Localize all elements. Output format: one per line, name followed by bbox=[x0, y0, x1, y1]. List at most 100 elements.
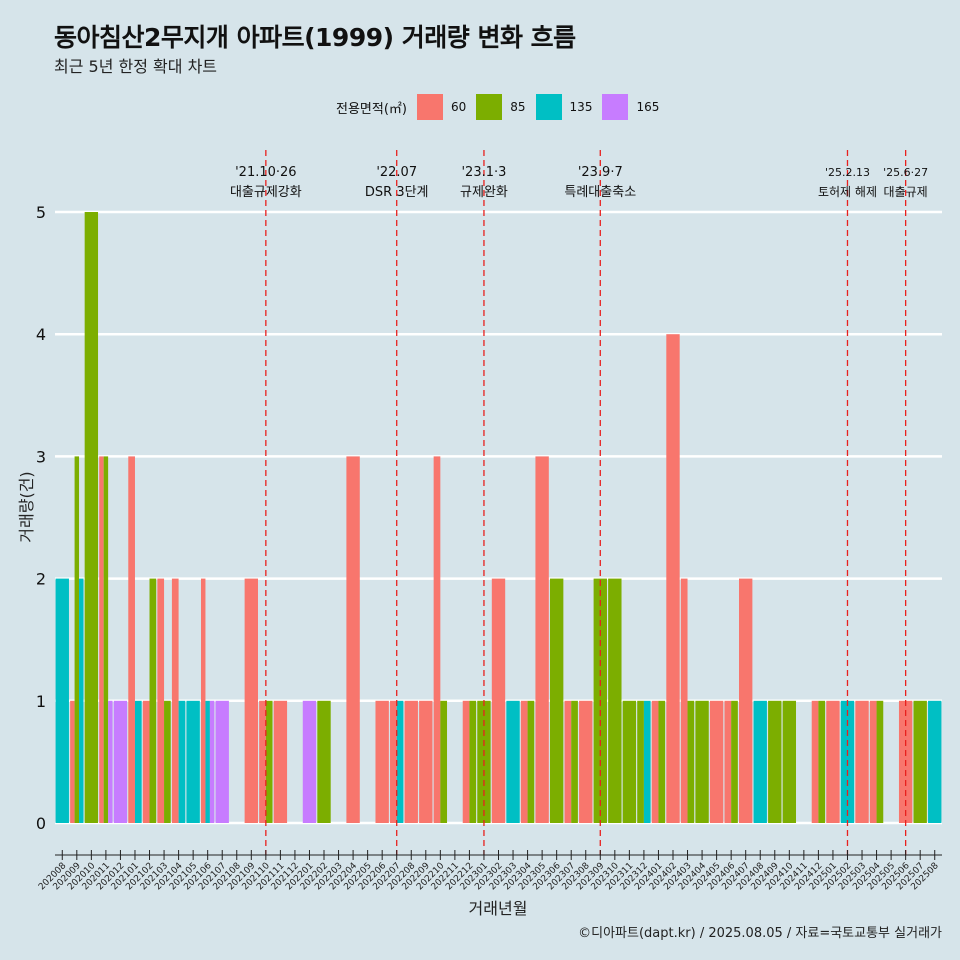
legend-swatch-60 bbox=[416, 94, 443, 120]
bar-202407-60 bbox=[739, 578, 753, 823]
bar-202311-85 bbox=[622, 700, 637, 823]
bar-202204-60 bbox=[346, 456, 360, 823]
bar-202104-60 bbox=[171, 578, 179, 823]
bar-202403-60 bbox=[680, 578, 688, 823]
bar-202210-60 bbox=[433, 456, 441, 823]
bar-202207-135 bbox=[396, 700, 404, 823]
event-date: '23.1·3 bbox=[461, 165, 506, 180]
bar-202201-165 bbox=[302, 700, 317, 823]
legend-label-60: 60 bbox=[450, 100, 467, 114]
bar-202312-135 bbox=[643, 700, 651, 823]
bar-202406-85 bbox=[731, 700, 738, 823]
bar-202305-60 bbox=[535, 456, 549, 823]
bar-202401-60 bbox=[651, 700, 659, 823]
legend: 전용면적(㎡) 60 85 135 165 bbox=[336, 92, 669, 122]
bar-202110-85 bbox=[265, 700, 273, 823]
event-label: 토허제 해제 bbox=[818, 185, 877, 199]
source-caption: ©디아파트(dapt.kr) / 2025.08.05 / 자료=국토교통부 실… bbox=[578, 926, 942, 941]
event-label: 특례대출축소 bbox=[564, 185, 636, 200]
bar-202208-60 bbox=[404, 700, 418, 823]
y-tick-label: 1 bbox=[36, 692, 46, 711]
bar-202402-60 bbox=[666, 334, 680, 823]
legend-label-85: 85 bbox=[510, 100, 526, 114]
bar-202304-60 bbox=[520, 700, 528, 823]
bar-202302-60 bbox=[491, 578, 506, 823]
x-axis: 2020082020092020102020112020122021012021… bbox=[37, 850, 942, 892]
bar-202503-60 bbox=[855, 700, 869, 823]
legend-swatch-165 bbox=[602, 94, 629, 120]
bar-202106-135 bbox=[205, 700, 210, 823]
event-annotations: '21.10·26 대출규제강화 '22.07 DSR 3단계 '23.1·3 규제완화 '… bbox=[230, 165, 928, 200]
bars bbox=[55, 212, 942, 823]
bar-202107-165 bbox=[215, 700, 229, 823]
chart-subtitle: 최근 5년 한정 확대 차트 bbox=[54, 57, 218, 76]
legend-item-135: 135 bbox=[535, 94, 593, 120]
bar-202501-60 bbox=[826, 700, 840, 823]
bar-202212-60 bbox=[462, 700, 470, 823]
bar-202508-135 bbox=[928, 700, 942, 823]
bar-202103-85 bbox=[164, 700, 171, 823]
bar-202312-85 bbox=[637, 700, 644, 823]
event-label: 대출규제 bbox=[884, 185, 928, 199]
bar-202206-60 bbox=[375, 700, 389, 823]
bar-202212-85 bbox=[469, 700, 477, 823]
bar-202011-165 bbox=[108, 700, 113, 823]
bar-202412-85 bbox=[818, 700, 826, 823]
bar-202405-60 bbox=[709, 700, 724, 823]
y-tick-label: 0 bbox=[36, 814, 46, 833]
bar-202106-165 bbox=[209, 700, 215, 823]
bar-202009-60 bbox=[70, 700, 75, 823]
bar-202304-85 bbox=[527, 700, 535, 823]
legend-label-135: 135 bbox=[569, 100, 593, 114]
bar-202207-60 bbox=[390, 700, 397, 823]
bar-202310-85 bbox=[608, 578, 622, 823]
bar-202307-85 bbox=[571, 700, 578, 823]
bar-202507-85 bbox=[913, 700, 927, 823]
legend-item-85: 85 bbox=[476, 94, 526, 120]
bar-202307-60 bbox=[564, 700, 572, 823]
y-tick-label: 2 bbox=[36, 570, 46, 589]
y-tick-label: 3 bbox=[36, 447, 46, 466]
bar-202111-60 bbox=[273, 700, 288, 823]
bar-202410-85 bbox=[782, 700, 797, 823]
bar-202010-85 bbox=[84, 212, 99, 823]
bar-202105-135 bbox=[186, 700, 200, 823]
bar-202209-60 bbox=[419, 700, 433, 823]
bar-202104-135 bbox=[178, 700, 186, 823]
legend-swatch-135 bbox=[535, 94, 562, 120]
bar-202210-85 bbox=[440, 700, 448, 823]
legend-swatch-85 bbox=[476, 94, 503, 120]
y-tick-label: 5 bbox=[36, 203, 46, 222]
bar-202011-85 bbox=[103, 456, 109, 823]
event-label: 규제완화 bbox=[460, 185, 508, 200]
y-axis-label: 거래량(건) bbox=[17, 471, 36, 542]
legend-item-165: 165 bbox=[602, 94, 659, 120]
bar-202202-85 bbox=[317, 700, 331, 823]
bar-202404-85 bbox=[695, 700, 709, 823]
bar-202306-85 bbox=[549, 578, 564, 823]
bar-202401-85 bbox=[658, 700, 666, 823]
event-date: '25.6·27 bbox=[883, 166, 928, 179]
bar-202009-85 bbox=[74, 456, 80, 823]
bar-202403-85 bbox=[687, 700, 695, 823]
bar-202102-60 bbox=[142, 700, 150, 823]
legend-label-165: 165 bbox=[636, 100, 660, 114]
bar-202110-60 bbox=[259, 700, 266, 823]
bar-202101-135 bbox=[134, 700, 142, 823]
bar-202409-85 bbox=[768, 700, 782, 823]
y-tick-label: 4 bbox=[36, 325, 46, 344]
bar-202412-60 bbox=[811, 700, 819, 823]
event-date: '21.10·26 bbox=[235, 165, 296, 180]
bar-202504-85 bbox=[876, 700, 884, 823]
event-date: '22.07 bbox=[376, 165, 417, 180]
event-label: 대출규제강화 bbox=[230, 185, 302, 200]
bar-202103-60 bbox=[157, 578, 165, 823]
event-date: '23.9·7 bbox=[578, 165, 623, 180]
legend-item-60: 60 bbox=[416, 94, 467, 120]
bar-202012-165 bbox=[113, 700, 128, 823]
y-axis: 0 1 2 3 4 5 bbox=[36, 203, 46, 833]
bar-202008-135 bbox=[55, 578, 69, 823]
event-label: DSR 3단계 bbox=[365, 185, 429, 200]
legend-title: 전용면적(㎡) bbox=[336, 101, 407, 117]
